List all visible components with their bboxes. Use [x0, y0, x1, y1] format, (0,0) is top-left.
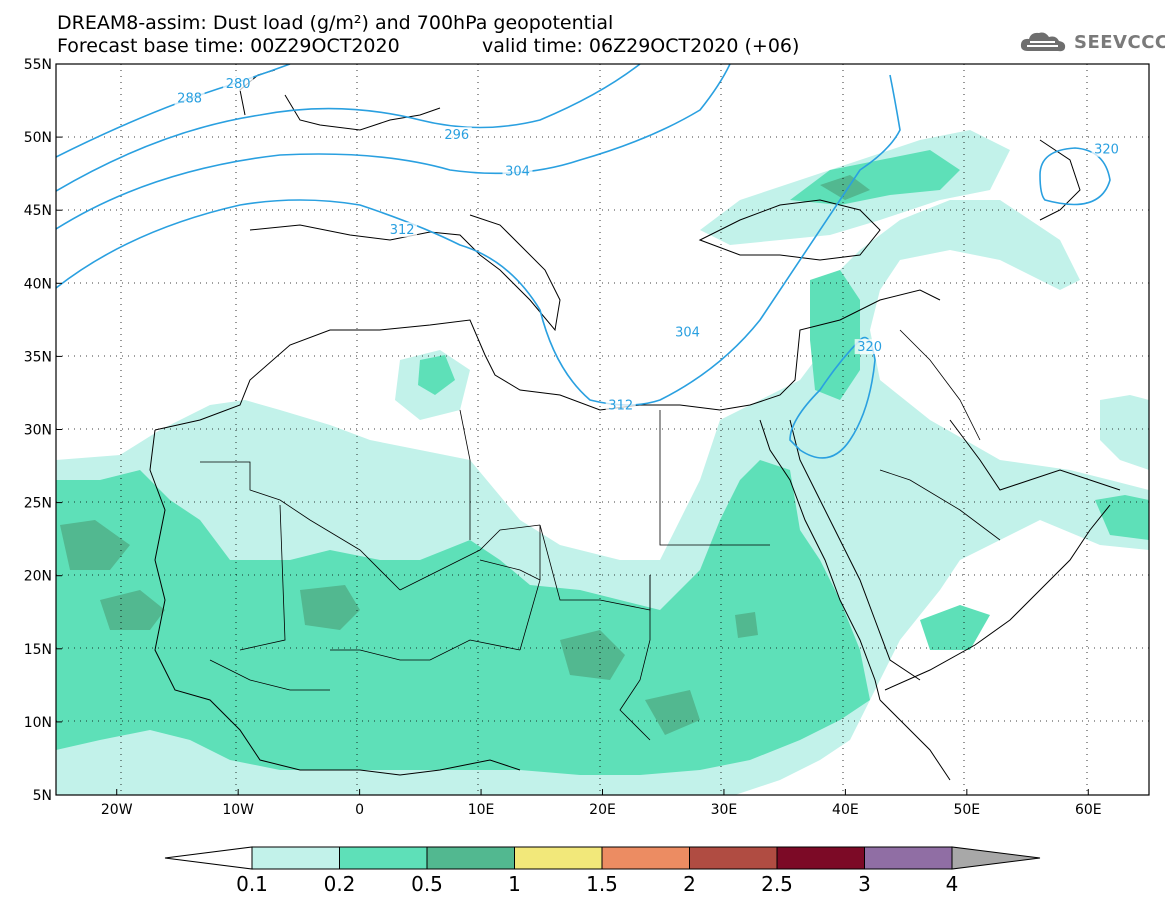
- lon-tick-label: 10E: [468, 802, 495, 818]
- contour-label: 304: [675, 325, 700, 340]
- lat-tick-label: 40N: [24, 276, 52, 292]
- contour-label-bg: [387, 222, 418, 238]
- contour-label: 320: [1094, 143, 1119, 158]
- lon-tick-label: 20E: [589, 802, 616, 818]
- lon-tick-label: 30E: [711, 802, 738, 818]
- colorbar-high-end: [951, 846, 1041, 870]
- lon-tick-label: 60E: [1075, 802, 1102, 818]
- longitude-axis: 20W 10W 0 10E 20E 30E 40E 50E 60E: [101, 789, 1102, 818]
- colorbar-label: 0.5: [411, 872, 443, 896]
- contour-label: 320: [857, 340, 882, 355]
- lon-tick-label: 40E: [832, 802, 859, 818]
- map-plot-area: 288 280 296 304 312 304 312 320 320: [56, 64, 1149, 795]
- coastlines: [149, 69, 1121, 781]
- colorbar-label: 1: [508, 872, 521, 896]
- forecast-base-time: Forecast base time: 00Z29OCT2020: [57, 35, 400, 57]
- colorbar-label: 2: [683, 872, 696, 896]
- contour-label: 296: [444, 128, 469, 143]
- colorbar-label: 1.5: [586, 872, 618, 896]
- colorbar-swatch: [864, 846, 953, 870]
- contour-label: 312: [608, 399, 633, 414]
- contour-label: 312: [390, 223, 415, 238]
- dust-field-dark: [60, 175, 870, 735]
- country-borders: [200, 329, 1001, 741]
- contour-label: 280: [226, 77, 251, 92]
- colorbar-swatch: [514, 846, 603, 870]
- map-title: DREAM8-assim: Dust load (g/m²) and 700hP…: [57, 12, 614, 34]
- lat-tick-label: 20N: [24, 569, 52, 585]
- colorbar-low-end: [164, 846, 253, 870]
- colorbar-label: 4: [946, 872, 959, 896]
- contour-label-bg: [854, 339, 885, 355]
- colorbar-swatch: [776, 846, 865, 870]
- contour-label: 288: [177, 92, 202, 107]
- colorbar-label: 0.1: [236, 872, 268, 896]
- lat-tick-label: 5N: [33, 788, 52, 804]
- latitude-axis: 55N 50N 45N 40N 35N 30N 25N 20N 15N 10N 5N: [24, 57, 62, 804]
- colorbar-swatch: [339, 846, 428, 870]
- contour-label: 304: [505, 165, 530, 180]
- lat-tick-label: 35N: [24, 349, 52, 365]
- colorbar: 0.1 0.2 0.5 1 1.5 2 2.5 3 4: [164, 846, 1041, 896]
- contour-labels: 288 280 296 304 312 304 312 320 320: [174, 75, 1122, 414]
- lat-tick-label: 10N: [24, 715, 52, 731]
- contour-label-bg: [502, 163, 533, 179]
- colorbar-label: 3: [858, 872, 871, 896]
- lon-tick-label: 10W: [222, 802, 254, 818]
- lat-tick-label: 25N: [24, 496, 52, 512]
- lon-tick-label: 20W: [101, 802, 133, 818]
- logo-text: SEEVCCC: [1074, 31, 1165, 53]
- valid-time: valid time: 06Z29OCT2020 (+06): [482, 35, 800, 57]
- lat-tick-label: 15N: [24, 642, 52, 658]
- contour-label-bg: [174, 90, 205, 106]
- contour-label-bg: [223, 75, 254, 91]
- colorbar-swatch: [601, 846, 690, 870]
- contour-label-bg: [1091, 141, 1122, 157]
- colorbar-swatch: [426, 846, 515, 870]
- colorbar-label: 0.2: [324, 872, 356, 896]
- contour-label-bg: [441, 127, 472, 143]
- cloud-icon: [1020, 32, 1066, 52]
- lon-tick-label: 50E: [953, 802, 980, 818]
- graticule: [56, 64, 1149, 795]
- lat-tick-label: 50N: [24, 130, 52, 146]
- lat-tick-label: 45N: [24, 203, 52, 219]
- lat-tick-label: 30N: [24, 423, 52, 439]
- seevccc-logo: SEEVCCC: [1018, 28, 1165, 56]
- colorbar-swatch: [251, 846, 340, 870]
- contour-label-bg: [605, 397, 636, 413]
- lon-tick-label: 0: [355, 802, 364, 818]
- contour-label-bg: [672, 324, 703, 340]
- colorbar-swatch: [689, 846, 778, 870]
- geopotential-contours: [56, 64, 1111, 459]
- colorbar-label: 2.5: [761, 872, 793, 896]
- lat-tick-label: 55N: [24, 57, 52, 73]
